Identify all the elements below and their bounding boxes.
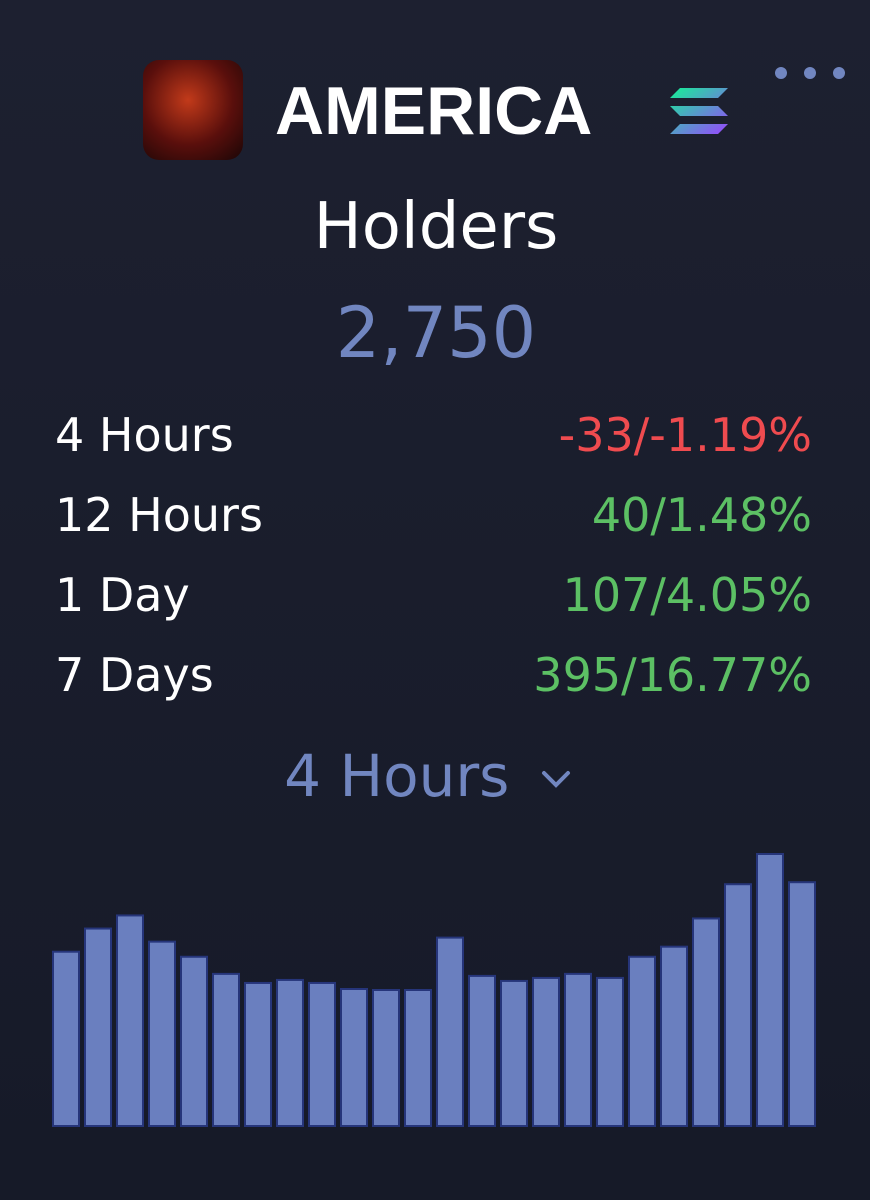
bar — [532, 976, 560, 1127]
bar — [116, 914, 144, 1127]
period-change: -33/-1.19% — [558, 408, 812, 462]
bar — [84, 927, 112, 1128]
token-icon[interactable] — [143, 60, 243, 160]
chain-logo — [670, 88, 728, 134]
bar — [436, 936, 464, 1127]
holder-chart — [52, 853, 816, 1128]
bar — [564, 972, 592, 1127]
period-label: 4 Hours — [55, 408, 234, 462]
period-selector[interactable]: 4 Hours — [0, 742, 860, 810]
bar — [660, 945, 688, 1127]
period-label: 12 Hours — [55, 488, 263, 542]
bar — [180, 955, 208, 1127]
bar — [148, 940, 176, 1128]
selector-label: 4 Hours — [284, 742, 510, 810]
period-label: 1 Day — [55, 568, 190, 622]
bar — [692, 917, 720, 1127]
bar — [308, 981, 336, 1127]
bar — [372, 989, 400, 1127]
bar — [340, 987, 368, 1127]
bar — [596, 976, 624, 1127]
bar — [500, 979, 528, 1127]
metric-label: Holders — [313, 190, 559, 264]
period-label: 7 Days — [55, 648, 214, 702]
token-title: AMERICA — [275, 73, 593, 149]
more-menu[interactable] — [772, 64, 848, 82]
bar — [628, 955, 656, 1127]
period-change: 40/1.48% — [591, 488, 812, 542]
bar — [468, 974, 496, 1127]
chevron — [541, 770, 570, 788]
bar — [276, 978, 304, 1127]
bar — [788, 881, 816, 1127]
bar — [404, 989, 432, 1127]
metric-value: 2,750 — [335, 292, 537, 374]
bar — [756, 853, 784, 1127]
bar — [52, 950, 80, 1127]
bar — [244, 981, 272, 1127]
period-change: 107/4.05% — [562, 568, 812, 622]
bar — [212, 972, 240, 1127]
period-change: 395/16.77% — [533, 648, 812, 702]
bar — [724, 883, 752, 1127]
